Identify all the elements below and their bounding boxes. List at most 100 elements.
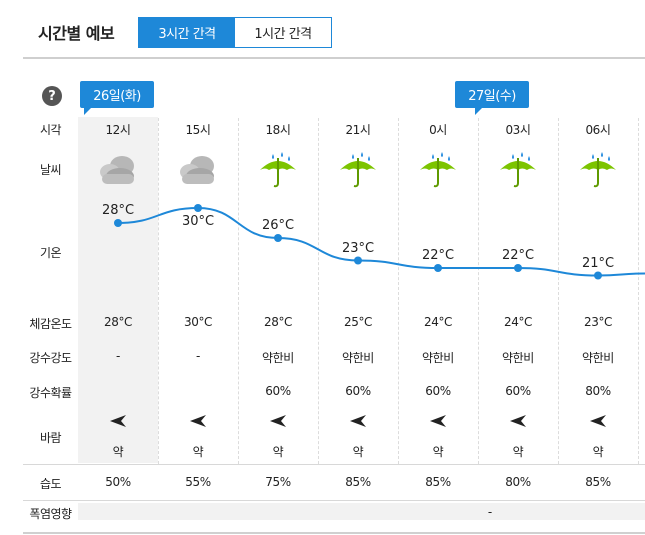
feels-like-cell: 25°C [343,315,373,329]
precip-prob-cell: 60% [345,384,371,398]
wind-speed-cell: 약 [432,445,444,459]
feels-like-cell: 28°C [103,315,133,329]
humidity-cell: 55% [185,475,211,489]
day-label-27: 27일(수) [455,81,529,115]
temp-point [354,256,362,265]
temp-point [514,264,522,272]
temp-point [274,234,282,242]
day-label-26: 26일(화) [80,81,154,115]
humidity-cell: 75% [265,475,291,489]
interval-tabs: 3시간 간격 1시간 간격 [138,17,332,48]
time-cell: 18시 [265,123,291,137]
temp-label: 22°C [421,248,455,263]
bottom-bar [78,503,645,520]
feels-like-cell: 28°C [263,315,293,329]
precip-prob-cell: 60% [265,384,291,398]
wind-arrow-icon [348,413,368,427]
precip-intensity-cell: 약한비 [262,351,294,365]
precip-intensity-cell: 약한비 [502,351,534,365]
day-label-pointer [84,108,91,115]
day-label-text: 27일(수) [468,89,516,104]
row-label-humidity: 습도 [39,477,62,491]
temp-label: 30°C [181,214,215,229]
rain-umbrella-icon [256,150,300,190]
wind-arrow-icon [268,413,288,427]
wind-speed-cell: 약 [592,445,604,459]
row-label-intensity: 강수강도 [29,351,72,365]
column-divider [398,118,399,464]
precip-intensity-cell: - [116,349,120,363]
feels-like-cell: 23°C [583,315,613,329]
column-divider [158,118,159,464]
humidity-cell: 85% [345,475,371,489]
humidity-cell: 50% [105,475,131,489]
rain-umbrella-icon [416,150,460,190]
heat-value: - [487,505,493,519]
row-label-temp: 기온 [39,246,62,260]
humidity-cell: 85% [425,475,451,489]
column-divider [238,118,239,464]
row-label-time: 시각 [39,123,62,137]
wind-speed-cell: 약 [512,445,524,459]
temp-point [594,271,602,280]
humidity-cell: 85% [585,475,611,489]
row-label-heat: 폭염영향 [29,507,72,521]
tab-1hour[interactable]: 1시간 간격 [235,18,331,47]
time-cell: 12시 [105,123,131,137]
page-title: 시간별 예보 [38,24,115,43]
help-icon[interactable]: ? [42,86,62,106]
row-label-weather: 날씨 [39,163,62,177]
temp-label: 21°C [581,255,615,271]
precip-prob-cell: 60% [505,384,531,398]
precip-intensity-cell: 약한비 [582,351,614,365]
time-cell: 06시 [585,123,611,137]
column-divider [318,118,319,464]
precip-intensity-cell: - [196,349,200,363]
precip-prob-cell: 60% [425,384,451,398]
wind-speed-cell: 약 [112,445,124,459]
day-label-text: 26일(화) [93,89,141,104]
rain-umbrella-icon [496,150,540,190]
wind-arrow-icon [428,413,448,427]
wind-speed-cell: 약 [192,445,204,459]
cloudy-icon [96,150,140,190]
row-label-wind: 바람 [39,431,62,445]
row-divider [23,500,645,501]
top-divider [23,57,645,59]
feels-like-cell: 24°C [503,315,533,329]
temp-point [194,204,202,212]
precip-intensity-cell: 약한비 [342,351,374,365]
day-label-pointer [475,108,482,115]
temp-label: 23°C [341,240,375,256]
wind-arrow-icon [588,413,608,427]
wind-arrow-icon [108,413,128,427]
temp-point [434,264,442,272]
precip-prob-cell: 80% [585,384,611,398]
feels-like-cell: 24°C [423,315,453,329]
column-divider [638,118,639,464]
tab-3hour[interactable]: 3시간 간격 [139,18,235,47]
time-cell: 0시 [429,123,447,137]
wind-arrow-icon [508,413,528,427]
time-cell: 03시 [505,123,531,137]
time-cell: 21시 [345,123,371,137]
cloudy-icon [176,150,220,190]
row-label-prob: 강수확률 [29,386,72,400]
column-divider [558,118,559,464]
feels-like-cell: 30°C [183,315,213,329]
time-cell: 15시 [185,123,211,137]
column-divider [478,118,479,464]
temp-label: 26°C [261,218,295,233]
bottom-divider [23,532,645,534]
row-divider [23,464,645,465]
precip-intensity-cell: 약한비 [422,351,454,365]
temp-label: 22°C [501,248,535,263]
rain-umbrella-icon [576,150,620,190]
temp-label: 28°C [101,203,135,218]
wind-arrow-icon [188,413,208,427]
wind-speed-cell: 약 [272,445,284,459]
row-label-feels: 체감온도 [29,317,72,331]
humidity-cell: 80% [505,475,531,489]
wind-speed-cell: 약 [352,445,364,459]
rain-umbrella-icon [336,150,380,190]
